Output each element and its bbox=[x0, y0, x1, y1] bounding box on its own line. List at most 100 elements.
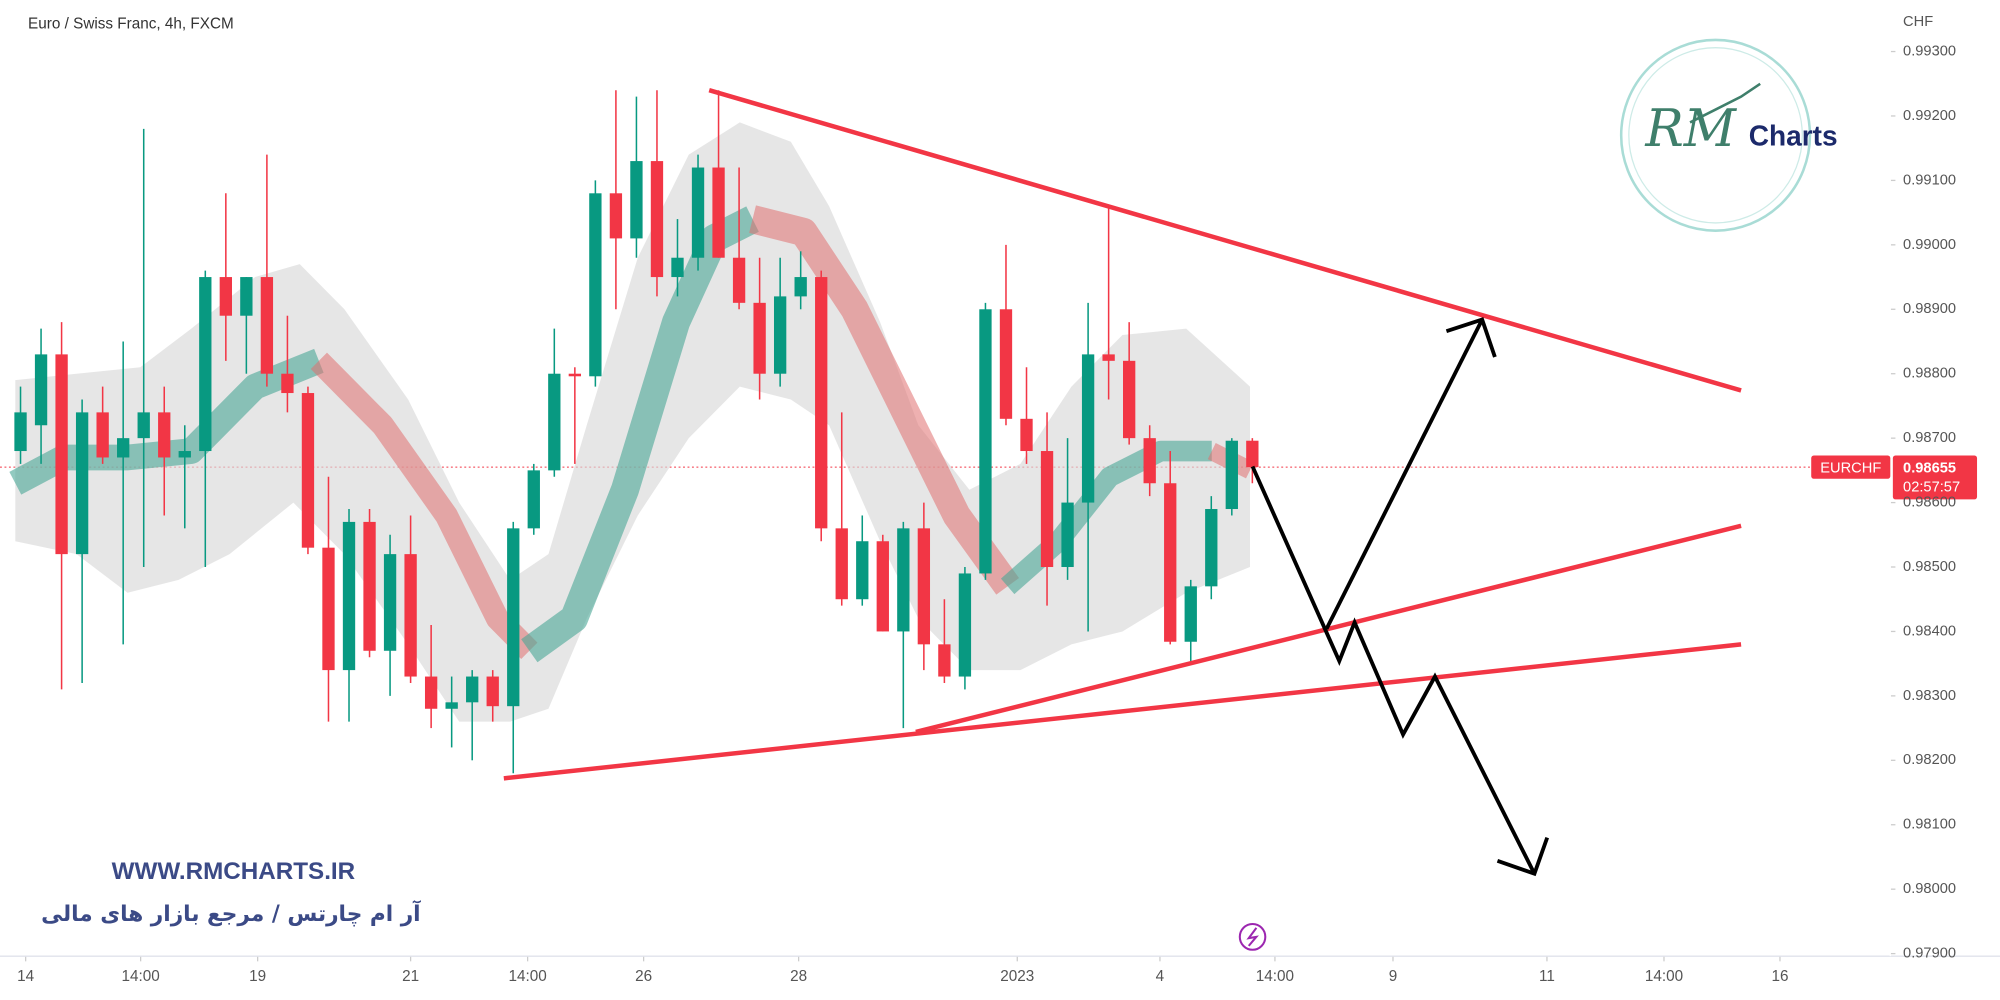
y-axis-unit: CHF bbox=[1903, 14, 1933, 30]
projection-arrow bbox=[1324, 318, 1484, 630]
x-tick-label: 28 bbox=[790, 968, 807, 985]
candle-body bbox=[486, 676, 499, 707]
x-tick-label: 14:00 bbox=[1645, 968, 1683, 985]
candle-body bbox=[158, 412, 171, 458]
candle-body bbox=[301, 393, 315, 548]
symbol-label: EURCHF bbox=[1820, 460, 1881, 476]
candles bbox=[14, 90, 1259, 774]
candle-body bbox=[178, 451, 191, 458]
x-tick-label: 26 bbox=[635, 968, 652, 985]
candle-body bbox=[240, 277, 253, 316]
candle-body bbox=[671, 257, 684, 278]
price-tag-box bbox=[1892, 455, 1978, 500]
candle-body bbox=[445, 702, 458, 709]
y-tick-label: 0.98300 bbox=[1903, 688, 1956, 704]
trend-line bbox=[503, 642, 1742, 781]
x-tick-label: 16 bbox=[1771, 968, 1788, 985]
candle-body bbox=[281, 373, 294, 394]
candle-body bbox=[404, 554, 417, 677]
candle-body bbox=[835, 528, 848, 600]
candle-body bbox=[1123, 360, 1136, 439]
x-tick-label: 14:00 bbox=[508, 968, 546, 985]
y-tick-label: 0.99000 bbox=[1903, 237, 1956, 253]
candle-body bbox=[917, 528, 931, 645]
candle-body bbox=[712, 167, 725, 258]
y-tick-label: 0.98500 bbox=[1903, 559, 1956, 575]
candle-body bbox=[1164, 483, 1177, 642]
y-tick-label: 0.98100 bbox=[1903, 817, 1956, 833]
candle-body bbox=[794, 277, 807, 297]
arrow-head bbox=[1496, 836, 1549, 877]
arrow-head bbox=[1445, 317, 1497, 358]
chart-title: Euro / Swiss Franc, 4h, FXCM bbox=[28, 16, 234, 33]
x-tick-label: 14:00 bbox=[121, 968, 159, 985]
candle-body bbox=[1246, 440, 1259, 468]
y-tick-label: 0.98800 bbox=[1903, 366, 1956, 382]
y-tick-label: 0.98000 bbox=[1903, 881, 1956, 897]
logo-arrow bbox=[1689, 82, 1761, 124]
alert-icon-bolt bbox=[1246, 927, 1259, 947]
candle-body bbox=[383, 554, 397, 651]
candle-body bbox=[856, 541, 869, 600]
candle-body bbox=[630, 161, 643, 239]
y-tick-label: 0.98900 bbox=[1903, 301, 1956, 317]
y-tick-label: 0.98200 bbox=[1903, 752, 1956, 768]
candle-body bbox=[753, 302, 766, 374]
candle-body bbox=[1102, 354, 1115, 361]
candle-body bbox=[979, 309, 992, 574]
candle-body bbox=[363, 521, 376, 651]
x-tick-label: 11 bbox=[1539, 968, 1555, 985]
y-tick-label: 0.99100 bbox=[1903, 172, 1956, 188]
candle-body bbox=[1061, 502, 1074, 568]
candle-body bbox=[876, 541, 889, 632]
candle-body bbox=[507, 528, 520, 707]
watermark-url: WWW.RMCHARTS.IR bbox=[112, 858, 356, 885]
ma-ribbon-down bbox=[749, 205, 1020, 595]
alert-icon[interactable] bbox=[1238, 922, 1267, 951]
countdown-label: 02:57:57 bbox=[1903, 480, 1960, 496]
x-tick-label: 14:00 bbox=[1256, 968, 1294, 985]
candle-body bbox=[548, 373, 561, 471]
y-tick-label: 0.98700 bbox=[1903, 430, 1956, 446]
y-tick-label: 0.99300 bbox=[1903, 43, 1956, 59]
candle-body bbox=[1184, 586, 1197, 642]
candle-body bbox=[958, 573, 972, 677]
candle-body bbox=[650, 161, 664, 278]
candle-body bbox=[424, 676, 438, 709]
y-tick-label: 0.98600 bbox=[1903, 494, 1956, 510]
candle-body bbox=[14, 412, 27, 452]
candle-body bbox=[1225, 440, 1238, 510]
candle-body bbox=[732, 257, 746, 303]
y-tick-label: 0.99200 bbox=[1903, 108, 1956, 124]
candle-body bbox=[1081, 354, 1095, 503]
y-tick-label: 0.98400 bbox=[1903, 623, 1956, 639]
projection-arrow bbox=[1250, 465, 1537, 875]
candle-body bbox=[137, 412, 150, 439]
logo-ring bbox=[1628, 47, 1803, 224]
candle-body bbox=[1040, 451, 1054, 568]
candle-body bbox=[260, 277, 274, 374]
candle-body bbox=[75, 412, 89, 555]
candle-body bbox=[938, 644, 951, 677]
candle-body bbox=[897, 528, 910, 632]
logo-text: Charts bbox=[1749, 119, 1838, 151]
price-tag: EURCHF 0.98655 02:57:57 bbox=[1811, 455, 1978, 500]
candle-body bbox=[815, 277, 828, 529]
x-tick-label: 14 bbox=[17, 968, 34, 985]
logo-initials: RM bbox=[1644, 99, 1737, 159]
symbol-tag bbox=[1811, 455, 1891, 479]
candle-body bbox=[691, 167, 705, 258]
candle-body bbox=[527, 470, 540, 529]
y-tick-label: 0.97900 bbox=[1903, 945, 1956, 961]
candle-body bbox=[55, 354, 68, 555]
candle-body bbox=[773, 296, 787, 374]
candle-body bbox=[322, 547, 335, 671]
x-tick-label: 9 bbox=[1389, 968, 1398, 985]
candle-body bbox=[609, 193, 623, 239]
candle-body bbox=[1143, 438, 1156, 484]
candle-body bbox=[568, 373, 582, 377]
candle-body bbox=[34, 354, 48, 426]
candle-body bbox=[1205, 509, 1218, 587]
x-tick-label: 4 bbox=[1156, 968, 1165, 985]
